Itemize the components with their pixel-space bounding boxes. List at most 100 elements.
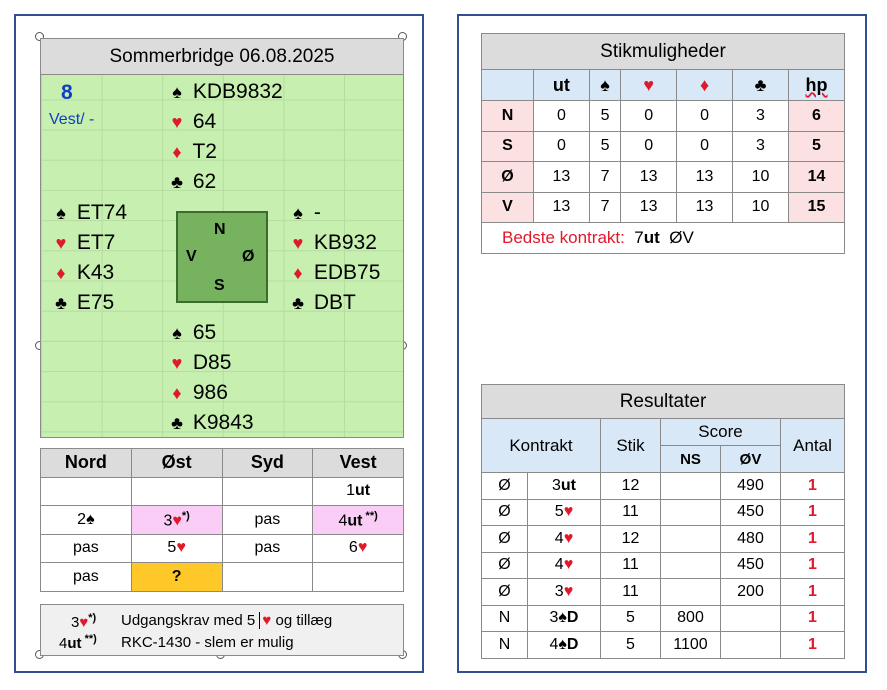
heart-icon: ♥ <box>563 582 574 600</box>
west-hearts: ♥ ET7 <box>51 229 116 257</box>
diamond-icon: ♦ <box>172 383 182 403</box>
diamond-icon: ♦ <box>676 69 733 101</box>
spade-icon: ♠ <box>588 69 622 101</box>
bidding-row: 2♠ 3♥*) pas 4ut **) <box>40 505 404 535</box>
bidding-row: pas ? <box>40 562 404 592</box>
north-spades: ♠ KDB9832 <box>167 78 283 106</box>
bid-cell: 2♠ <box>40 505 132 535</box>
bid-header-south: Syd <box>221 448 314 478</box>
heart-icon: ♥ <box>55 233 67 253</box>
bid-cell-question[interactable]: ? <box>130 562 223 592</box>
deal-panel: Sommerbridge 06.08.2025 8 Vest/ - ♠ KDB9… <box>14 14 424 673</box>
heart-icon: ♥ <box>563 556 574 574</box>
west-diamonds: ♦ K43 <box>51 259 114 287</box>
spade-icon: ♠ <box>293 203 303 223</box>
bid-cell: pas <box>221 505 314 535</box>
heart-icon: ♥ <box>563 503 574 521</box>
results-title: Resultater <box>481 384 845 419</box>
best-contract-row: Bedste kontrakt: 7ut ØV <box>481 222 845 254</box>
deal-title: Sommerbridge 06.08.2025 <box>41 39 403 75</box>
results-header: Kontrakt Stik Score Antal <box>481 418 845 473</box>
bid-header-east: Øst <box>130 448 223 478</box>
club-icon: ♣ <box>55 293 67 313</box>
footnote-1-text: Udgangskrav med 5 ♥ og tillæg <box>121 612 333 629</box>
spade-icon: ♠ <box>56 203 66 223</box>
heart-icon: ♥ <box>563 529 574 547</box>
result-row: Ø 3ut 12 490 1 <box>481 472 845 500</box>
bid-cell: pas <box>40 533 132 563</box>
col-count: Antal <box>780 418 845 473</box>
east-clubs: ♣ DBT <box>288 289 356 317</box>
results-subheader: NS ØV <box>482 445 845 473</box>
bid-cell: pas <box>40 562 132 592</box>
heart-icon: ♥ <box>171 112 183 132</box>
result-row: Ø 4♥ 12 480 1 <box>481 525 845 553</box>
col-notrump: ut <box>533 69 590 101</box>
diamond-icon: ♦ <box>293 263 303 283</box>
bid-cell: 1ut <box>312 476 404 506</box>
north-diamonds: ♦ T2 <box>167 138 217 166</box>
heart-icon: ♥ <box>171 353 183 373</box>
footnote-2-text: RKC-1430 - slem er mulig <box>121 634 294 651</box>
dealer-vulnerability: Vest/ - <box>49 111 95 128</box>
club-icon: ♣ <box>731 69 790 101</box>
resize-handle-tl[interactable] <box>35 32 44 41</box>
spade-icon: ♠ <box>172 82 182 102</box>
compass-south: S <box>214 277 225 294</box>
bid-cell: 5♥ <box>130 533 223 563</box>
stik-title: Stikmuligheder <box>481 33 845 70</box>
spade-icon: ♠ <box>558 609 567 627</box>
heart-icon: ♥ <box>620 69 678 101</box>
stik-row: V 13 7 13 13 10 15 <box>481 191 845 223</box>
bid-cell: pas <box>221 533 314 563</box>
north-hearts: ♥ 64 <box>167 108 217 136</box>
col-hcp: hp <box>788 69 845 101</box>
bidding-table: Nord Øst Syd Vest 1ut 2♠ 3♥*) pas 4ut **… <box>40 448 404 592</box>
heart-icon: ♥ <box>357 539 368 557</box>
bidding-row: 1ut <box>40 476 404 506</box>
result-row: Ø 5♥ 11 450 1 <box>481 498 845 526</box>
footnote-2-ref: 4ut **) <box>59 633 97 652</box>
board-number: 8 <box>61 81 73 104</box>
compass-north: N <box>214 221 226 238</box>
west-spades: ♠ ET74 <box>51 199 127 227</box>
compass-west: V <box>186 248 197 265</box>
col-ns: NS <box>660 445 721 473</box>
col-score: Score <box>660 418 781 446</box>
south-spades: ♠ 65 <box>167 319 216 347</box>
result-row: Ø 4♥ 11 450 1 <box>481 551 845 579</box>
east-diamonds: ♦ EDB75 <box>288 259 380 287</box>
stik-column-headers: ut ♠ ♥ ♦ ♣ hp <box>481 69 845 101</box>
heart-icon: ♥ <box>259 612 272 629</box>
diamond-icon: ♦ <box>56 263 66 283</box>
col-ov: ØV <box>720 445 781 473</box>
bid-cell: 6♥ <box>312 533 404 563</box>
south-hearts: ♥ D85 <box>167 349 232 377</box>
diamond-icon: ♦ <box>172 142 182 162</box>
north-clubs: ♣ 62 <box>167 168 216 196</box>
east-hearts: ♥ KB932 <box>288 229 377 257</box>
club-icon: ♣ <box>171 413 183 433</box>
heart-icon: ♥ <box>172 511 182 529</box>
west-clubs: ♣ E75 <box>51 289 114 317</box>
bid-header-north: Nord <box>40 448 132 478</box>
compass-box: N V Ø S <box>176 211 268 303</box>
compass-east: Ø <box>242 248 255 265</box>
result-row: N 4♠D 5 1100 1 <box>481 631 845 659</box>
spade-icon: ♠ <box>558 635 567 653</box>
col-contract: Kontrakt <box>481 418 601 473</box>
bid-cell-alerted: 3♥*) <box>130 505 223 535</box>
heart-icon: ♥ <box>79 614 89 631</box>
result-row: N 3♠D 5 800 1 <box>481 604 845 632</box>
heart-icon: ♥ <box>176 539 186 557</box>
club-icon: ♣ <box>171 172 183 192</box>
result-row: Ø 3♥ 11 200 1 <box>481 578 845 606</box>
bid-cell-alerted: 4ut **) <box>312 505 404 535</box>
bid-header-west: Vest <box>312 448 404 478</box>
east-spades: ♠ - <box>288 199 321 227</box>
bidding-header: Nord Øst Syd Vest <box>40 448 404 478</box>
bidding-footnotes: 3♥*) Udgangskrav med 5 ♥ og tillæg 4ut *… <box>40 604 404 656</box>
club-icon: ♣ <box>292 293 304 313</box>
